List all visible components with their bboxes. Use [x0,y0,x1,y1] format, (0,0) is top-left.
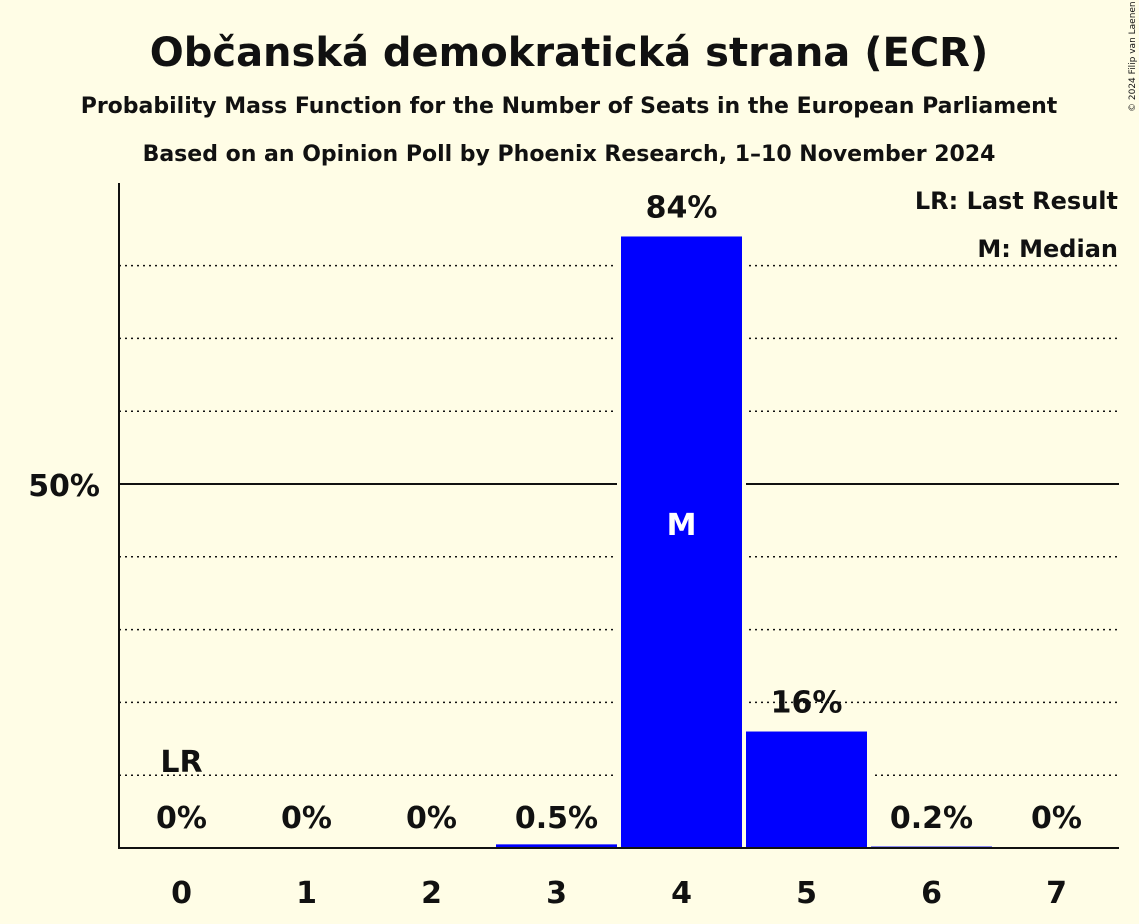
legend-last-result: LR: Last Result [915,187,1118,215]
value-label-3: 0.5% [515,801,598,836]
value-label-4: 84% [646,190,718,225]
chart-source: Based on an Opinion Poll by Phoenix Rese… [143,142,996,167]
value-labels: 0% LR 0% 0% 0.5% 84% M 16% 0.2% 0% [156,190,1082,836]
bar-4 [621,236,742,849]
bar-halo [867,843,996,848]
last-result-marker: LR [160,745,202,780]
x-tick-1: 1 [296,876,317,911]
value-label-2: 0% [406,801,457,836]
copyright: © 2024 Filip van Laenen [1128,1,1138,112]
value-label-7: 0% [1031,801,1082,836]
x-tick-4: 4 [671,876,692,911]
x-tick-3: 3 [546,876,567,911]
legend-median: M: Median [977,235,1118,263]
x-tick-0: 0 [171,876,192,911]
bars [492,233,996,849]
chart-subtitle: Probability Mass Function for the Number… [81,94,1058,119]
chart-title: Občanská demokratická strana (ECR) [150,30,989,76]
x-tick-2: 2 [421,876,442,911]
x-tick-labels: 0 1 2 3 4 5 6 7 [171,876,1067,911]
value-label-1: 0% [281,801,332,836]
value-label-0: 0% [156,801,207,836]
x-tick-5: 5 [796,876,817,911]
bar-3 [496,844,617,848]
median-marker: M [667,508,697,543]
value-label-5: 16% [771,686,843,721]
x-tick-7: 7 [1046,876,1067,911]
y-tick-label-50: 50% [28,469,100,504]
x-tick-6: 6 [921,876,942,911]
value-label-6: 0.2% [890,801,973,836]
bar-5 [746,731,867,848]
